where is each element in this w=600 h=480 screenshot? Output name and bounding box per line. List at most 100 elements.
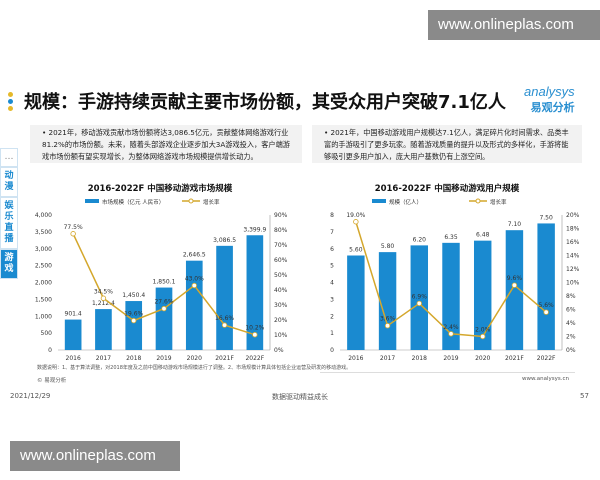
- website: www.analysys.cn: [522, 376, 569, 382]
- growth-point: [416, 300, 422, 307]
- bar-value-label: 3,399.9: [243, 226, 266, 233]
- legend-line-marker: [475, 198, 481, 204]
- growth-value-label: 27.6%: [154, 299, 173, 306]
- growth-point: [70, 231, 76, 237]
- right-tick-label: 90%: [274, 212, 288, 219]
- legend-bar-label: 规模（亿人）: [389, 198, 422, 206]
- left-tick-label: 2,000: [35, 280, 52, 287]
- footnote: 数据说明：1、基于算法调整，对2018年度及之前中国移动游戏市场规模进行了调整。…: [37, 365, 352, 371]
- left-tick-label: 1,500: [35, 296, 52, 303]
- logo-cn: 易观分析: [530, 102, 575, 114]
- left-tick-label: 7: [330, 229, 334, 236]
- right-tick-label: 10%: [274, 332, 288, 339]
- growth-point: [543, 309, 549, 315]
- watermark-top: www.onlineplas.com: [428, 10, 600, 40]
- x-tick-label: 2016: [66, 355, 81, 362]
- x-tick-label: 2020: [475, 355, 490, 362]
- bar: [185, 260, 203, 350]
- right-tick-label: 4%: [566, 320, 576, 327]
- x-tick-label: 2016: [348, 355, 363, 362]
- footer-date: 2021/12/29: [10, 392, 51, 400]
- right-tick-label: 30%: [274, 302, 288, 309]
- bar: [537, 223, 555, 350]
- bar-value-label: 1,212.4: [92, 300, 115, 307]
- x-tick-label: 2022F: [245, 355, 264, 362]
- note-text: 2021年，中国移动游戏用户规模达7.1亿人，满足碎片化时间需求、品类丰富的手游…: [324, 128, 569, 161]
- left-tick-label: 4,000: [35, 212, 52, 219]
- right-tick-label: 80%: [274, 227, 288, 234]
- legend-bar-swatch: [372, 199, 386, 203]
- footer-slogan: 数据驱动精益成长: [272, 393, 328, 401]
- left-tick-label: 1,000: [35, 313, 52, 320]
- bar: [378, 252, 397, 350]
- x-tick-label: 2021F: [215, 355, 234, 362]
- logo-en: analysys: [524, 84, 575, 99]
- bar-value-label: 6.20: [413, 236, 427, 243]
- x-tick-label: 2018: [412, 355, 427, 362]
- left-tick-label: 5: [330, 263, 334, 270]
- bar: [473, 240, 492, 350]
- left-tick-label: 0: [48, 347, 52, 354]
- bar-value-label: 6.48: [476, 232, 490, 239]
- sidebar-more[interactable]: …: [0, 148, 18, 167]
- bar-value-label: 901.4: [65, 311, 82, 318]
- right-tick-label: 20%: [274, 317, 288, 324]
- source: © 易观分析: [37, 378, 67, 384]
- note-text: 2021年，移动游戏贡献市场份额将达3,086.5亿元，贡献整体网络游戏行业81…: [42, 128, 290, 161]
- x-tick-label: 2019: [443, 355, 458, 362]
- note-market: • 2021年，移动游戏贡献市场份额将达3,086.5亿元，贡献整体网络游戏行业…: [30, 125, 302, 163]
- left-tick-label: 4: [330, 280, 334, 287]
- bar-value-label: 5.60: [349, 247, 363, 254]
- left-tick-label: 500: [41, 330, 53, 337]
- right-tick-label: 10%: [566, 280, 580, 287]
- growth-point: [100, 295, 107, 301]
- bar: [125, 301, 143, 350]
- page-title: 规模：手游持续贡献主要市场份额，其受众用户突破7.1亿人: [24, 92, 506, 113]
- sidebar-item-anime[interactable]: 动漫: [0, 167, 18, 197]
- right-tick-label: 14%: [566, 253, 580, 260]
- bar-value-label: 5.80: [381, 243, 395, 250]
- right-tick-label: 50%: [274, 272, 288, 279]
- analysys-logo: analysys 易观分析: [524, 84, 575, 115]
- x-tick-label: 2022F: [537, 355, 556, 362]
- right-tick-label: 40%: [274, 287, 288, 294]
- growth-value-label: 19.0%: [346, 212, 365, 219]
- growth-value-label: 34.5%: [94, 288, 113, 295]
- growth-point: [221, 322, 228, 328]
- growth-point: [448, 331, 454, 337]
- left-tick-label: 3,000: [35, 246, 52, 253]
- x-tick-label: 2020: [187, 355, 202, 362]
- growth-value-label: 5.6%: [539, 302, 555, 309]
- sidebar-item-live[interactable]: 娱乐直播: [0, 197, 18, 249]
- growth-point: [131, 317, 137, 324]
- left-tick-label: 2: [330, 313, 334, 320]
- growth-point: [191, 282, 197, 289]
- x-tick-label: 2021F: [505, 355, 524, 362]
- bar-value-label: 1,850.1: [153, 279, 176, 286]
- right-tick-label: 20%: [566, 212, 580, 219]
- bar-value-label: 1,450.4: [122, 292, 145, 299]
- growth-value-label: 19.6%: [124, 311, 143, 318]
- growth-value-label: 9.6%: [507, 275, 523, 282]
- left-tick-label: 3: [330, 296, 334, 303]
- right-tick-label: 0%: [566, 347, 576, 354]
- bar: [216, 245, 233, 350]
- title-dots-icon: [8, 92, 14, 113]
- growth-point: [161, 305, 167, 312]
- x-tick-label: 2017: [380, 355, 395, 362]
- bar: [64, 319, 82, 350]
- left-tick-label: 6: [330, 246, 334, 253]
- x-tick-label: 2017: [96, 355, 111, 362]
- divider: [320, 372, 575, 373]
- bar: [410, 245, 429, 350]
- growth-value-label: 2.0%: [475, 327, 491, 334]
- right-tick-label: 12%: [566, 266, 580, 273]
- bar: [95, 309, 112, 350]
- right-tick-label: 60%: [274, 257, 288, 264]
- right-tick-label: 0%: [274, 347, 284, 354]
- bar: [347, 255, 365, 350]
- bar-value-label: 7.10: [508, 221, 522, 228]
- sidebar-item-games[interactable]: 游戏: [0, 249, 18, 279]
- left-tick-label: 8: [330, 212, 334, 219]
